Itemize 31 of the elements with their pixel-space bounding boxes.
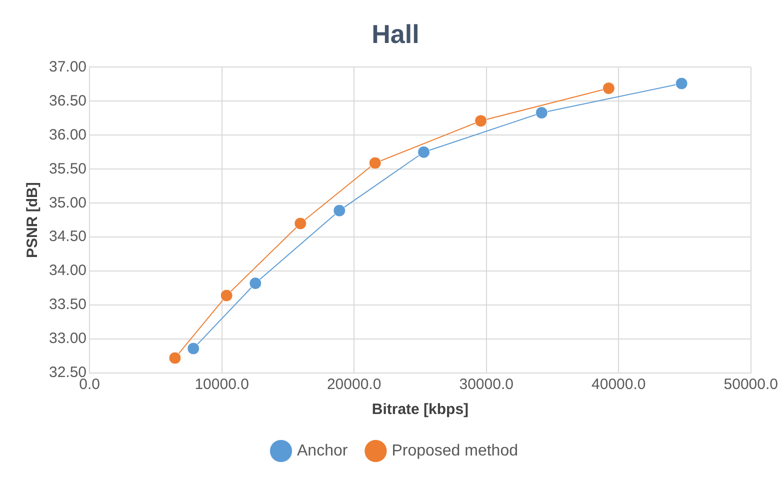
legend-label: Proposed method xyxy=(392,442,518,460)
point xyxy=(418,146,430,158)
point xyxy=(474,114,488,128)
y-tick-label: 35.50 xyxy=(48,160,87,178)
y-tick-label: 36.50 xyxy=(48,92,87,110)
x-tick-label: 50000.0 xyxy=(724,376,778,394)
point xyxy=(187,342,200,355)
y-tick-label: 36.00 xyxy=(48,126,87,144)
x-tick-label: 40000.0 xyxy=(592,376,646,394)
y-axis-title: PSNR [dB] xyxy=(24,182,42,258)
point xyxy=(675,77,688,90)
y-tick-label: 34.00 xyxy=(48,262,87,280)
point xyxy=(168,352,182,364)
x-axis-title: Bitrate [kbps] xyxy=(372,401,469,418)
y-tick-label: 33.00 xyxy=(48,330,87,348)
y-tick-label: 33.50 xyxy=(48,296,87,314)
point xyxy=(602,82,615,95)
x-tick-label: 10000.0 xyxy=(194,376,249,394)
point xyxy=(249,277,262,290)
chart-title: Hall xyxy=(372,18,420,49)
point xyxy=(535,106,548,119)
legend-label: Anchor xyxy=(297,442,348,460)
point xyxy=(333,204,346,217)
y-tick-label: 37.00 xyxy=(48,58,87,76)
point xyxy=(368,156,382,170)
y-tick-label: 35.00 xyxy=(48,194,87,212)
point xyxy=(294,217,307,230)
x-tick-label: 30000.0 xyxy=(459,376,514,394)
y-tick-label: 34.50 xyxy=(48,228,87,246)
x-tick-label: 20000.0 xyxy=(326,376,382,394)
point xyxy=(220,289,233,302)
